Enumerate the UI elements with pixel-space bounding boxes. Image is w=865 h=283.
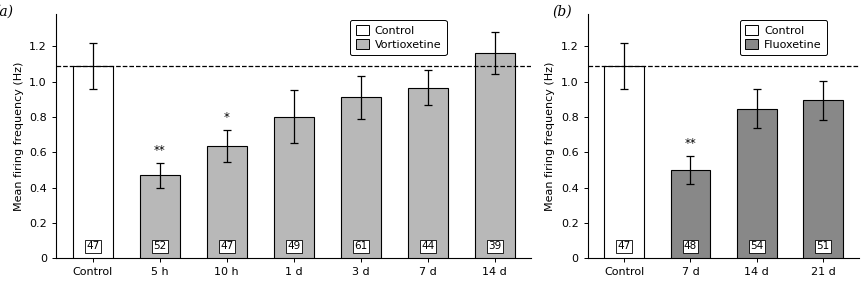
Bar [475, 53, 515, 258]
Text: 39: 39 [488, 241, 502, 251]
Text: 54: 54 [750, 241, 763, 251]
Text: 44: 44 [421, 241, 434, 251]
Y-axis label: Mean firing frequency (Hz): Mean firing frequency (Hz) [546, 62, 555, 211]
Text: *: * [224, 111, 230, 124]
Text: (b): (b) [553, 5, 572, 18]
Text: 48: 48 [684, 241, 697, 251]
Bar [803, 100, 843, 258]
Bar [670, 170, 710, 258]
Text: 47: 47 [618, 241, 631, 251]
Text: 61: 61 [354, 241, 368, 251]
Y-axis label: Mean firing frequency (Hz): Mean firing frequency (Hz) [14, 62, 23, 211]
Bar [407, 88, 448, 258]
Bar [139, 175, 180, 258]
Text: 47: 47 [220, 241, 234, 251]
Legend: Control, Fluoxetine: Control, Fluoxetine [740, 20, 827, 55]
Bar [207, 146, 247, 258]
Bar [273, 117, 314, 258]
Text: 49: 49 [287, 241, 300, 251]
Bar [73, 66, 113, 258]
Text: 51: 51 [817, 241, 830, 251]
Text: 52: 52 [153, 241, 166, 251]
Text: **: ** [154, 144, 166, 157]
Bar [605, 66, 644, 258]
Text: 47: 47 [86, 241, 99, 251]
Text: (a): (a) [0, 5, 13, 18]
Legend: Control, Vortioxetine: Control, Vortioxetine [350, 20, 446, 55]
Bar [737, 109, 777, 258]
Text: **: ** [684, 137, 696, 150]
Bar [341, 97, 381, 258]
